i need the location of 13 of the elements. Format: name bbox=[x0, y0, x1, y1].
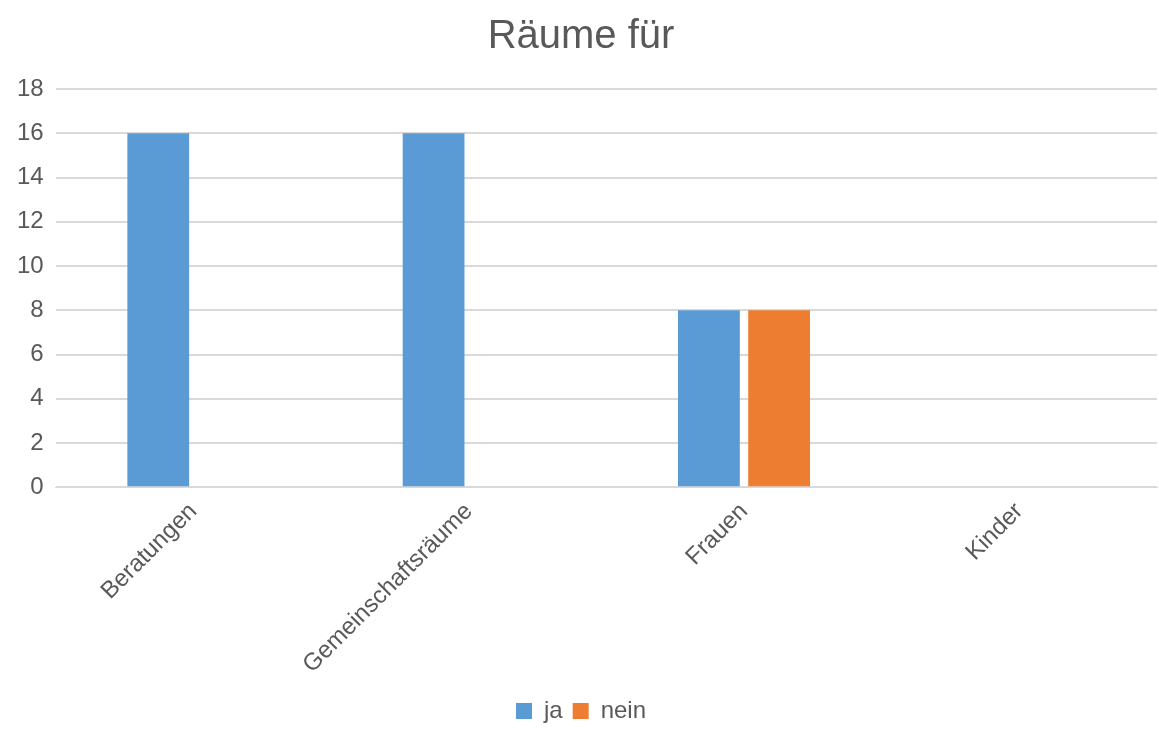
y-tick-label: 14 bbox=[16, 162, 44, 190]
y-tick-label: 8 bbox=[30, 294, 44, 322]
y-tick-label: 10 bbox=[16, 250, 44, 278]
y-tick-label: 6 bbox=[30, 339, 44, 367]
y-tick-label: 18 bbox=[16, 73, 44, 101]
y-tick-label: 0 bbox=[30, 471, 44, 499]
y-tick-label: 16 bbox=[16, 117, 44, 145]
y-tick-label: 12 bbox=[16, 206, 44, 234]
chart-title: Räume für bbox=[487, 12, 675, 57]
y-tick-label: 2 bbox=[30, 427, 44, 455]
legend-label: nein bbox=[600, 695, 647, 723]
y-tick-label: 4 bbox=[30, 383, 44, 411]
legend-label: ja bbox=[542, 695, 564, 723]
